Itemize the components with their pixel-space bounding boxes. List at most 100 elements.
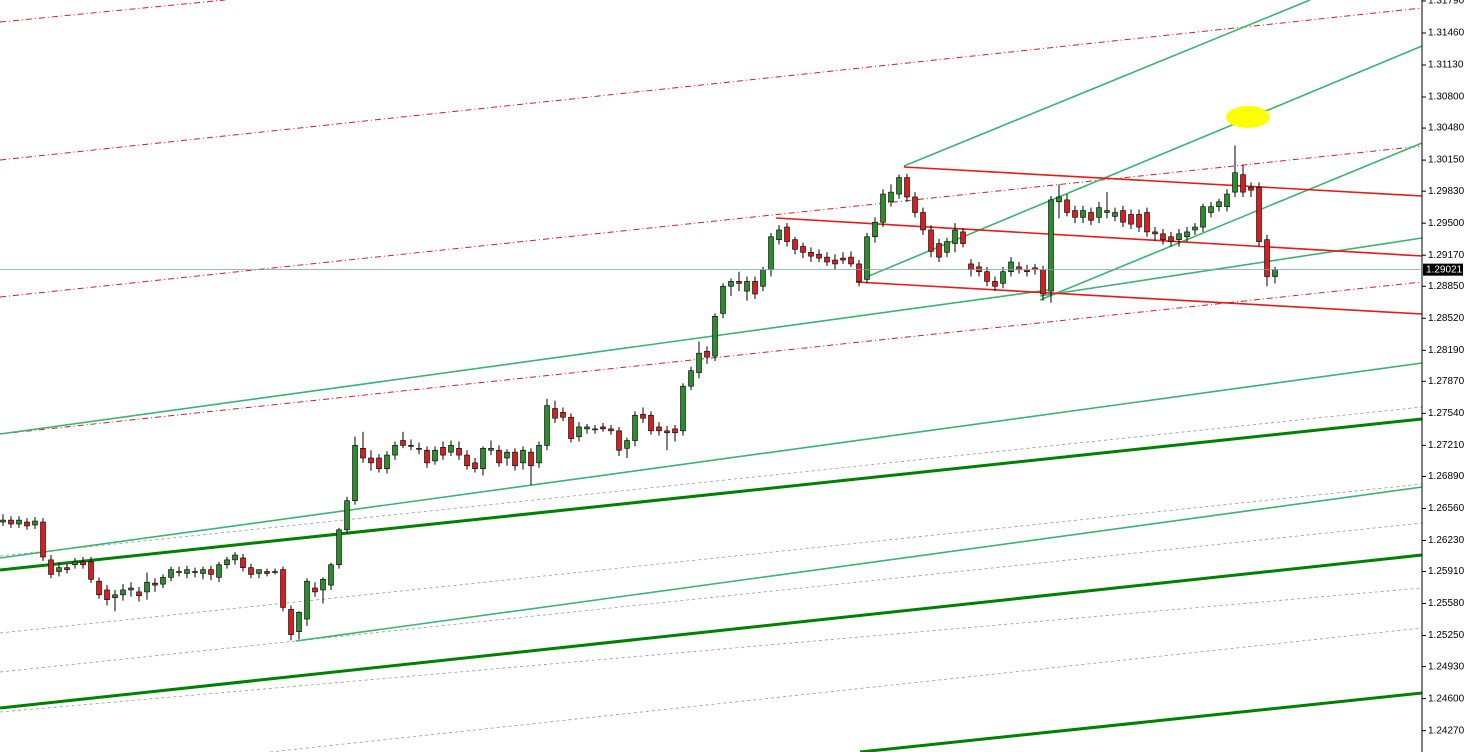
candle-body (248, 567, 254, 575)
candle-body (112, 594, 118, 599)
candle-body (536, 445, 542, 464)
candle-body (704, 350, 710, 358)
candle-body (752, 281, 758, 295)
candle-body (1176, 233, 1182, 240)
candle-body (912, 196, 918, 213)
candle-body (160, 577, 166, 585)
candle-body (1168, 236, 1174, 242)
candle-body (1040, 269, 1046, 295)
y-tick-label: 1.30800 (1428, 92, 1464, 103)
candle-body (496, 449, 502, 464)
candle-body (368, 457, 374, 464)
level-line (859, 691, 1423, 752)
last-price-label: 1.29021 (1426, 264, 1463, 275)
gray-levels (0, 406, 1423, 752)
candle-body (696, 352, 702, 373)
candle-body (824, 256, 830, 263)
candle-body (352, 445, 358, 501)
candle-body (896, 177, 902, 195)
candle-body (328, 564, 334, 586)
candle-body (320, 578, 326, 591)
candle-body (928, 229, 934, 252)
candle-body (856, 263, 862, 282)
candle-body (792, 239, 798, 250)
channel-line (295, 486, 1423, 642)
candle-body (144, 581, 150, 593)
candle-body (392, 445, 398, 456)
y-tick-label: 1.24930 (1428, 661, 1464, 672)
y-tick-label: 1.26560 (1428, 503, 1464, 514)
candle-body (360, 447, 366, 459)
candle-body (8, 519, 14, 525)
candle-body (848, 256, 854, 265)
candle-body (24, 521, 30, 527)
candle-body (56, 567, 62, 572)
y-tick-label: 1.28190 (1428, 345, 1464, 356)
candle-body (728, 281, 734, 287)
red-channel (775, 166, 1423, 315)
level-line (0, 145, 1423, 298)
candle-body (608, 428, 614, 432)
candle-body (0, 519, 6, 523)
candle-body (376, 457, 382, 469)
y-tick-label: 1.30150 (1428, 155, 1464, 166)
trendlines (0, 0, 1423, 752)
candle-body (744, 281, 750, 292)
candle-body (64, 567, 70, 570)
green-channel (0, 0, 1423, 642)
candle-body (736, 281, 742, 284)
candle-body (632, 414, 638, 441)
candle-body (136, 591, 142, 597)
candle-body (864, 236, 870, 280)
candle-body (216, 564, 222, 578)
candle-body (1272, 269, 1278, 277)
candle-body (712, 316, 718, 357)
level-line (0, 7, 1423, 161)
candle-body (128, 587, 134, 591)
candle-body (1008, 261, 1014, 272)
y-tick-label: 1.29830 (1428, 186, 1464, 197)
candle-body (1144, 212, 1150, 233)
candle-body (1072, 210, 1078, 218)
candle-body (1120, 210, 1126, 223)
candle-body (1184, 231, 1190, 238)
candle-body (720, 285, 726, 314)
candle-body (416, 447, 422, 450)
channel-line (1039, 237, 1423, 297)
highlight-marker (1226, 106, 1270, 128)
candle-body (1136, 214, 1142, 228)
candle-body (640, 414, 646, 419)
candle-body (968, 263, 974, 271)
level-line (0, 553, 1423, 710)
y-tick-label: 1.28520 (1428, 313, 1464, 324)
candle-body (200, 569, 206, 574)
candle-body (544, 405, 550, 446)
candle-body (456, 447, 462, 456)
y-tick-label: 1.29500 (1428, 218, 1464, 229)
candle-body (152, 582, 158, 586)
candle-body (408, 445, 414, 447)
candle-body (624, 440, 630, 449)
candle-body (1048, 199, 1054, 292)
candle-body (472, 462, 478, 469)
channel-line (1039, 142, 1423, 301)
candle-body (1208, 206, 1214, 213)
candle-body (40, 521, 46, 558)
candle-body (344, 500, 350, 531)
candle-body (528, 451, 534, 467)
level-line (0, 522, 1423, 673)
candle-body (1240, 174, 1246, 193)
candle-body (432, 449, 438, 462)
candle-body (72, 561, 78, 566)
candle-body (176, 571, 182, 573)
green-thick-levels (0, 417, 1423, 752)
candle-body (944, 241, 950, 253)
candle-body (424, 449, 430, 464)
candle-body (1056, 196, 1062, 203)
y-tick-label: 1.30480 (1428, 123, 1464, 134)
candle-body (288, 609, 294, 635)
candle-body (520, 449, 526, 464)
candle-body (568, 416, 574, 439)
